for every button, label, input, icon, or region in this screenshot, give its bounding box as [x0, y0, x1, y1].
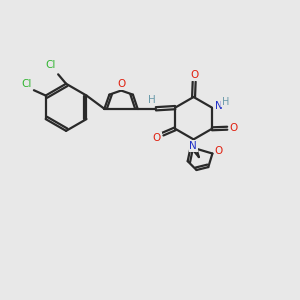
- Text: H: H: [148, 95, 156, 105]
- Text: Cl: Cl: [45, 61, 56, 70]
- Text: O: O: [153, 133, 161, 143]
- Text: O: O: [214, 146, 223, 156]
- Text: O: O: [117, 79, 126, 89]
- Text: O: O: [230, 123, 238, 133]
- Text: Cl: Cl: [21, 79, 32, 89]
- Text: N: N: [189, 141, 197, 151]
- Text: H: H: [222, 97, 229, 107]
- Text: N: N: [214, 101, 222, 111]
- Text: O: O: [190, 70, 199, 80]
